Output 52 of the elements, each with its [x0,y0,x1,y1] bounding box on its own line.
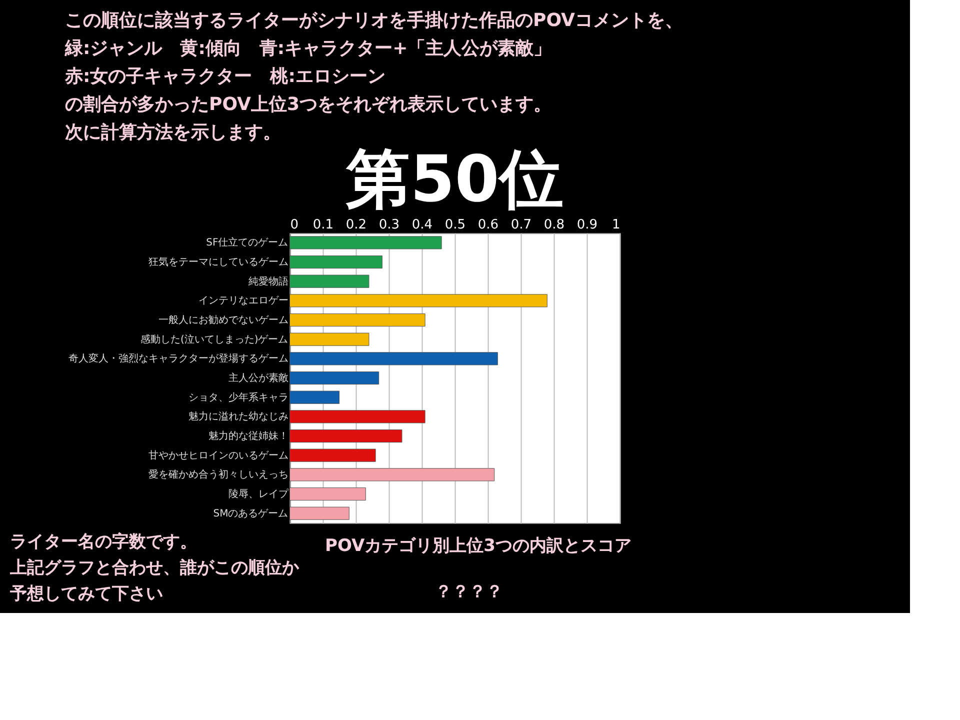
x-tick-label: 0.9 [576,218,598,232]
bar [290,429,402,443]
bar [290,468,495,482]
bar [290,332,370,346]
text: この順位に該当するライターがシナリオを手掛けた作品のPOVコメントを、 [65,10,683,31]
x-tick-label: 0.7 [510,218,532,232]
text: POVカテゴリ別上位3つの内訳とスコア [325,536,632,556]
bar [290,371,380,385]
x-tick-label: 0.6 [478,218,499,232]
text: 次に計算方法を示します。 [65,122,281,143]
y-tick-label: インテリなエロゲー [198,296,288,307]
bar [290,487,366,501]
bar [290,274,370,288]
y-tick-label: 愛を確かめ合う初々しいえっち [148,468,288,481]
text: 緑:ジャンル 黄:傾向 青:キャラクター+「主人公が素敵」 [64,38,552,59]
text: 上記グラフと合わせ、誰がこの順位か [9,558,300,578]
x-tick-label: 0.8 [544,218,565,232]
bar [290,410,426,424]
text: の割合が多かったPOV上位3つをそれぞれ表示しています。 [65,94,552,115]
bar [290,390,340,404]
y-tick-label: 狂気をテーマにしているゲーム [148,257,288,268]
y-tick-label: 純愛物語 [248,275,288,288]
text: ライター名の字数です。 [10,532,197,552]
y-tick-label: 陵辱、レイプ [228,488,290,500]
x-tick-label: 0 [290,218,299,232]
bar [290,255,382,269]
chart-title: 第50位 [345,143,564,217]
y-tick-label: SMのあるゲーム [213,508,288,520]
bar [290,352,498,366]
bar [290,313,426,327]
bar [290,236,442,250]
text: 赤:女の子キャラクター 桃:エロシーン [64,66,386,87]
y-tick-label: 奇人変人・強烈なキャラクターが登場するゲーム [68,352,288,365]
x-tick-label: 1 [612,218,620,232]
x-tick-label: 0.1 [312,218,334,232]
text: ？？？？ [435,582,503,602]
text: 予想してみて下さい [9,584,163,604]
x-tick-label: 0.2 [346,218,367,232]
bar [290,294,548,308]
y-tick-label: 感動した(泣いてしまった)ゲーム [140,333,288,346]
y-tick-label: 一般人にお勧めでないゲーム [158,315,288,326]
bar [290,506,350,520]
y-tick-label: 甘やかせヒロインのいるゲーム [148,449,288,462]
y-tick-label: 主人公が素敵 [228,372,288,384]
y-tick-label: ショタ、少年系キャラ [188,391,288,404]
y-tick-label: 魅力に溢れた幼なじみ [188,410,288,423]
x-tick-label: 0.5 [444,218,466,232]
x-tick-label: 0.4 [412,218,433,232]
y-tick-label: 魅力的な従姉妹！ [208,430,288,442]
x-tick-label: 0.3 [378,218,400,232]
bar [290,448,376,462]
y-tick-label: SF仕立てのゲーム [206,236,288,249]
